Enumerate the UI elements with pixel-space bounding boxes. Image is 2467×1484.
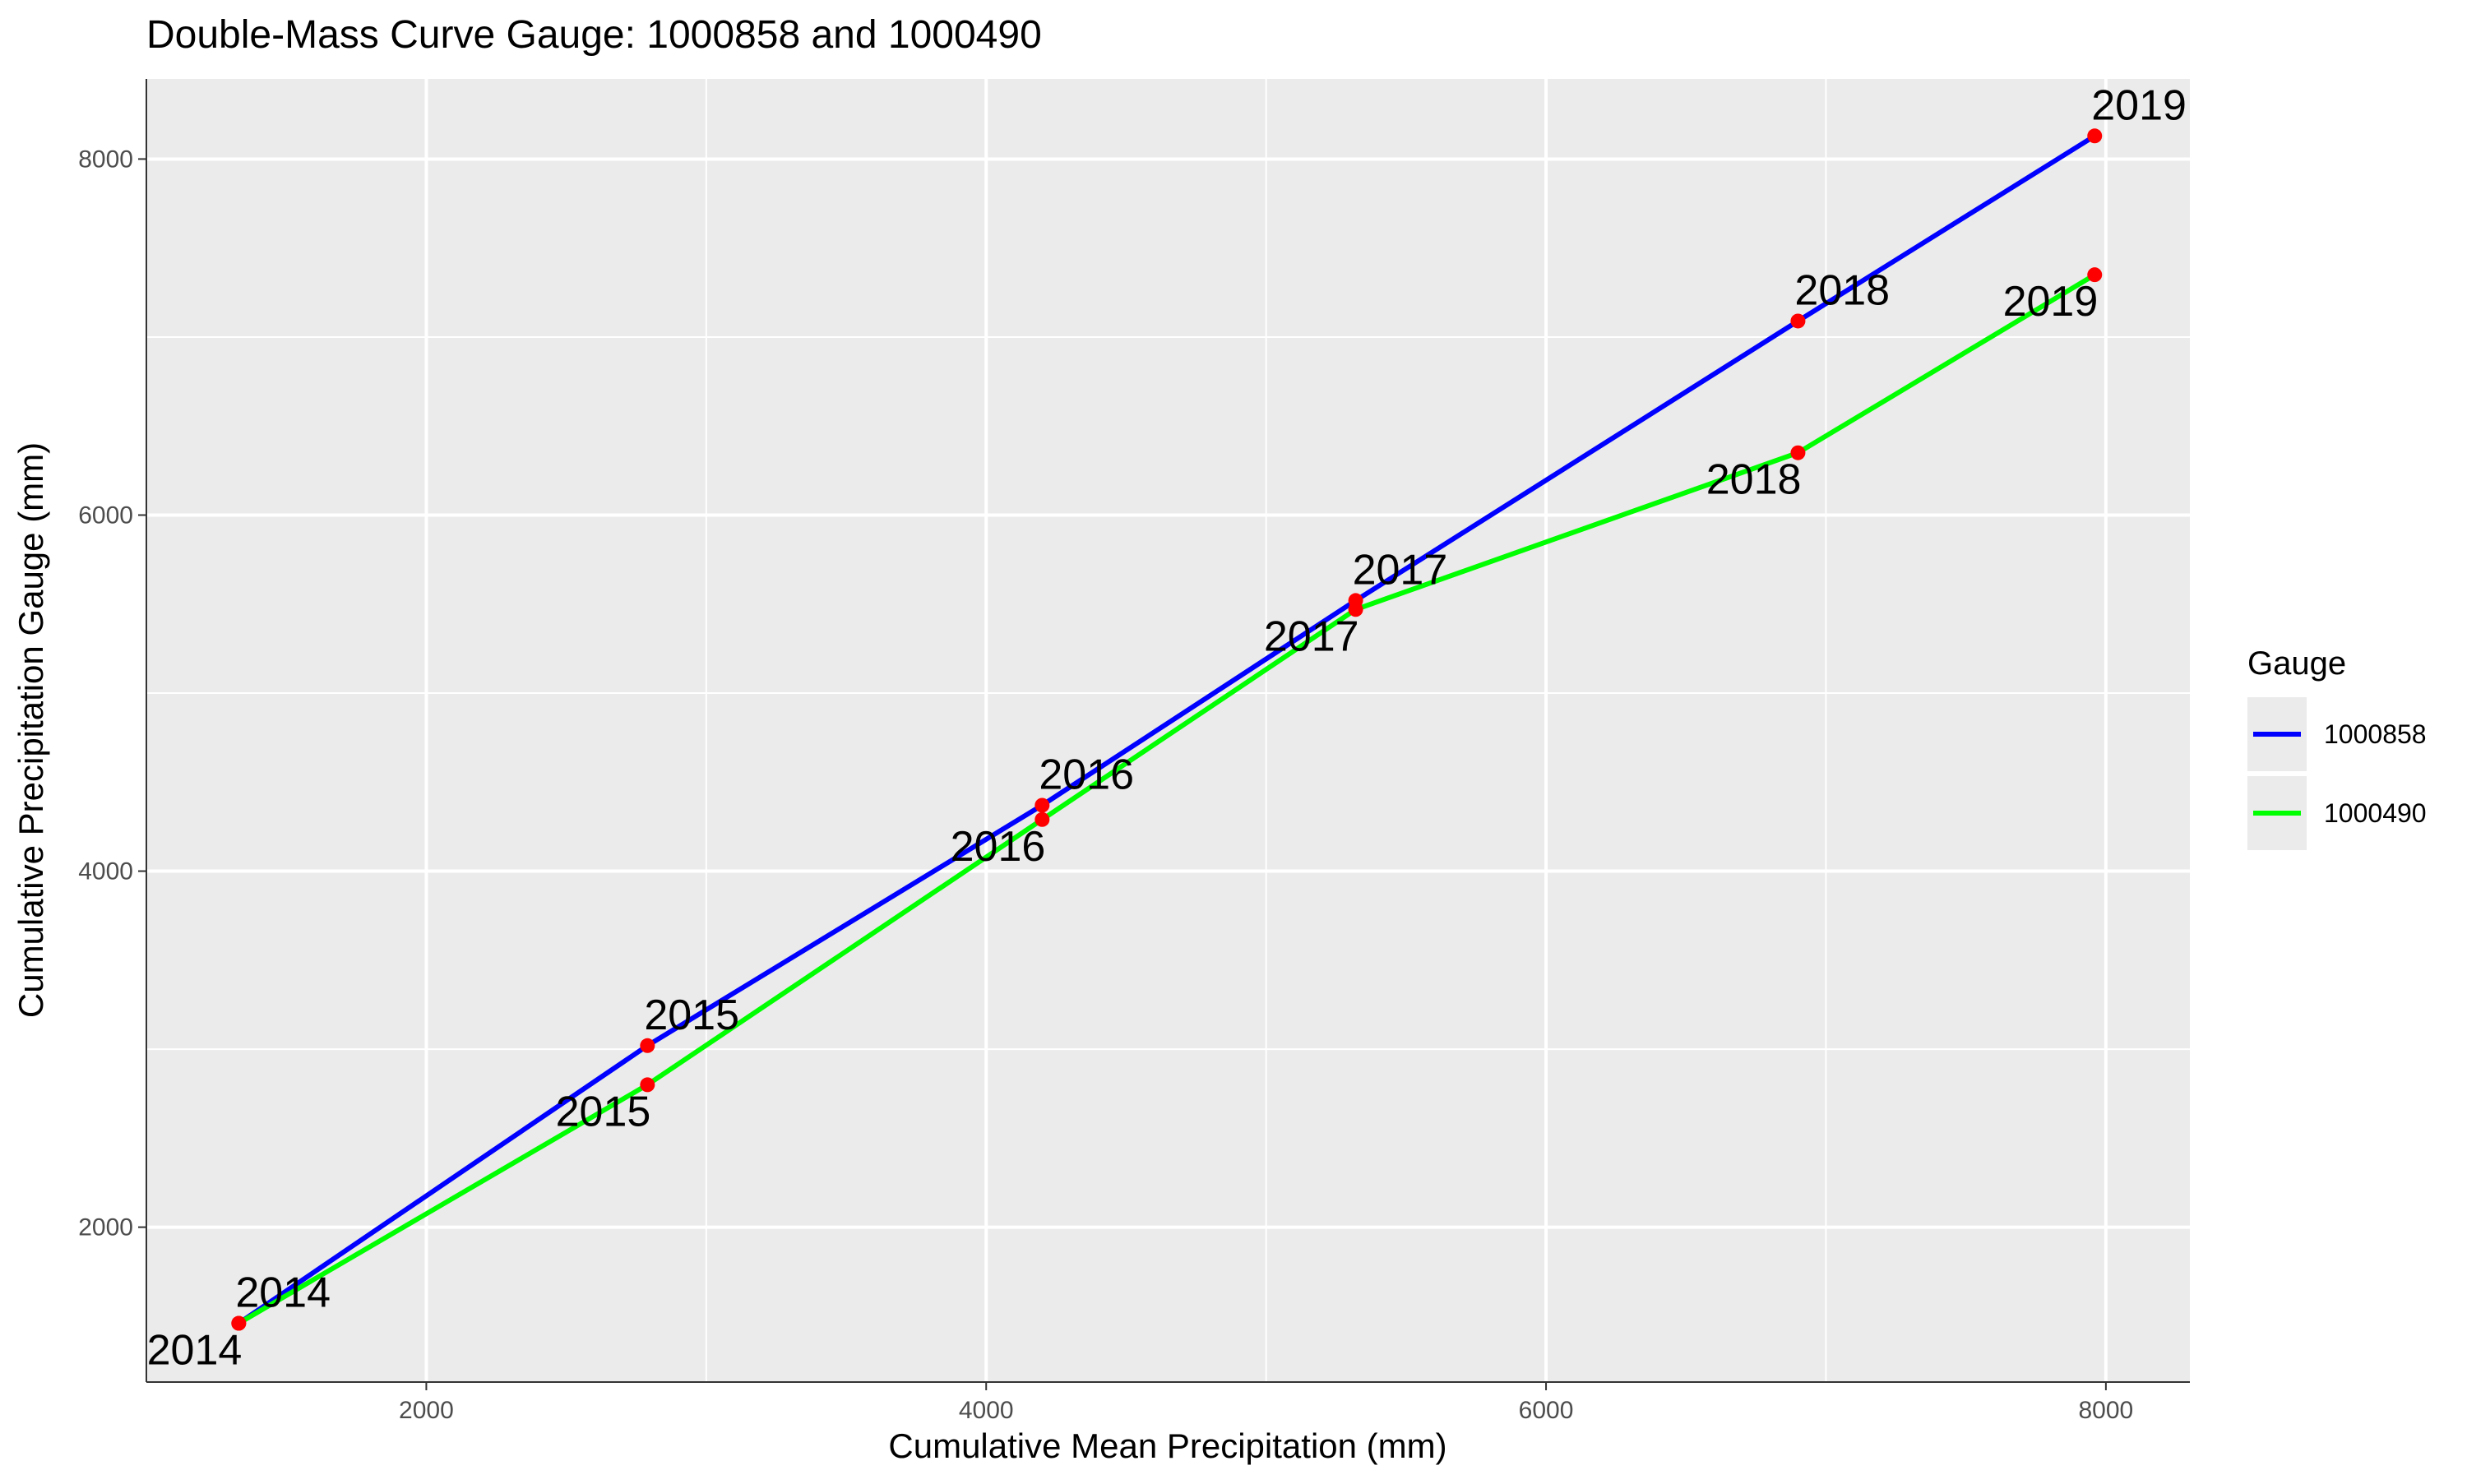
point-label-1000858: 2016	[1039, 751, 1134, 798]
data-point-1000490	[1034, 811, 1050, 827]
x-tick-label: 6000	[1519, 1397, 1574, 1424]
data-point-1000858	[1790, 313, 1806, 329]
point-labels: 2014 2015 2016 2017 2018 2019 2014 2015 2016 2017…	[147, 81, 2187, 1374]
point-label-1000490: 2017	[1264, 613, 1359, 660]
y-tick-label: 2000	[78, 1214, 133, 1241]
x-tick-label: 4000	[959, 1397, 1014, 1424]
point-label-1000490: 2018	[1706, 456, 1802, 504]
legend-title: Gauge	[2247, 645, 2346, 682]
y-axis-label: Cumulative Precipitation Gauge (mm)	[12, 442, 50, 1018]
data-point-1000490	[231, 1315, 247, 1331]
data-point-1000490	[1790, 445, 1806, 460]
y-tick-label: 6000	[78, 502, 133, 529]
x-tick-label: 2000	[399, 1397, 454, 1424]
legend-label-1000490: 1000490	[2324, 798, 2427, 828]
point-label-1000490: 2015	[556, 1088, 651, 1135]
legend-items: 1000858 1000490	[2247, 697, 2427, 850]
point-label-1000858: 2014	[235, 1269, 331, 1317]
series-lines	[237, 133, 2096, 1326]
point-label-1000858: 2017	[1353, 546, 1448, 594]
point-label-1000490: 2019	[2003, 278, 2099, 326]
plot-panel	[146, 79, 2190, 1382]
y-tick-label: 4000	[78, 858, 133, 885]
point-label-1000858: 2015	[644, 992, 739, 1039]
grid-major	[146, 79, 2190, 1382]
data-point-1000858	[1034, 797, 1050, 813]
data-point-1000490	[2087, 267, 2103, 283]
x-axis-ticks: 2000 4000 6000 8000	[399, 1382, 2133, 1424]
data-point-1000858	[640, 1038, 655, 1053]
y-tick-label: 8000	[78, 146, 133, 173]
point-label-1000490: 2016	[951, 823, 1046, 871]
legend: Gauge 1000858 1000490	[2247, 645, 2427, 850]
data-point-1000858	[2087, 128, 2103, 144]
series-points	[231, 128, 2103, 1331]
chart-title: Double-Mass Curve Gauge: 1000858 and 100…	[146, 13, 1042, 57]
x-axis-label: Cumulative Mean Precipitation (mm)	[888, 1426, 1446, 1465]
x-tick-label: 8000	[2079, 1397, 2134, 1424]
legend-label-1000858: 1000858	[2324, 719, 2427, 749]
point-label-1000858: 2018	[1794, 266, 1890, 314]
point-label-1000490: 2014	[147, 1327, 243, 1375]
point-label-1000858: 2019	[2091, 81, 2187, 129]
y-axis-ticks: 2000 4000 6000 8000	[78, 146, 146, 1241]
data-point-1000490	[640, 1077, 655, 1093]
series-line-1000858	[237, 133, 2096, 1325]
series-line-1000490	[237, 272, 2096, 1326]
data-point-1000490	[1348, 602, 1363, 617]
